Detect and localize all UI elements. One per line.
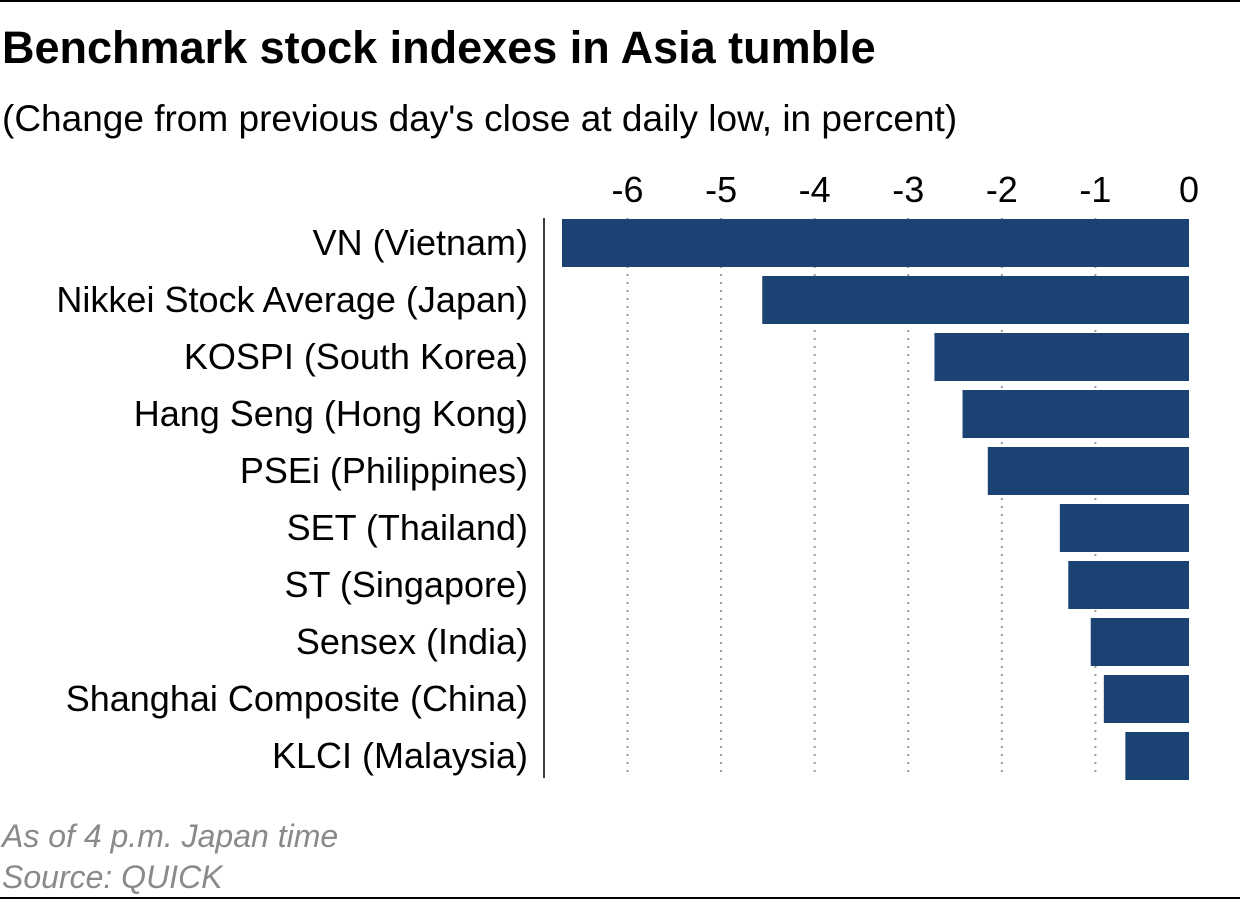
category-label: Nikkei Stock Average (Japan) — [56, 279, 528, 320]
top-rule — [0, 0, 1240, 2]
category-label: KLCI (Malaysia) — [272, 735, 528, 776]
chart-title: Benchmark stock indexes in Asia tumble — [2, 22, 876, 73]
tick-label: -6 — [611, 169, 643, 210]
chart-subtitle: (Change from previous day's close at dai… — [2, 98, 958, 139]
bar — [562, 219, 1189, 267]
category-label: Shanghai Composite (China) — [66, 678, 528, 719]
tick-label: 0 — [1179, 169, 1199, 210]
category-label: SET (Thailand) — [287, 507, 528, 548]
bar — [962, 390, 1189, 438]
bar — [1090, 618, 1189, 666]
category-label: VN (Vietnam) — [313, 222, 528, 263]
bar — [987, 447, 1189, 495]
footer-source: Source: QUICK — [2, 859, 223, 895]
bar — [1068, 561, 1189, 609]
footer-note: As of 4 p.m. Japan time — [2, 818, 339, 854]
tick-label: -5 — [705, 169, 737, 210]
category-labels: VN (Vietnam) Nikkei Stock Average (Japan)… — [56, 222, 528, 776]
bar — [762, 276, 1189, 324]
bar — [1103, 675, 1189, 723]
category-label: PSEi (Philippines) — [240, 450, 528, 491]
bar — [1125, 732, 1189, 780]
tick-label: -4 — [799, 169, 831, 210]
category-label: KOSPI (South Korea) — [184, 336, 528, 377]
category-label: Hang Seng (Hong Kong) — [134, 393, 528, 434]
category-label: Sensex (India) — [296, 621, 528, 662]
category-label: ST (Singapore) — [285, 564, 528, 605]
bars — [562, 219, 1189, 780]
tick-label: -2 — [986, 169, 1018, 210]
gridlines — [626, 218, 1097, 778]
bar — [1059, 504, 1189, 552]
bottom-rule — [0, 897, 1240, 899]
tick-label: -3 — [892, 169, 924, 210]
tick-label: -1 — [1079, 169, 1111, 210]
bar — [934, 333, 1189, 381]
tick-labels: -6 -5 -4 -3 -2 -1 0 — [611, 169, 1199, 210]
